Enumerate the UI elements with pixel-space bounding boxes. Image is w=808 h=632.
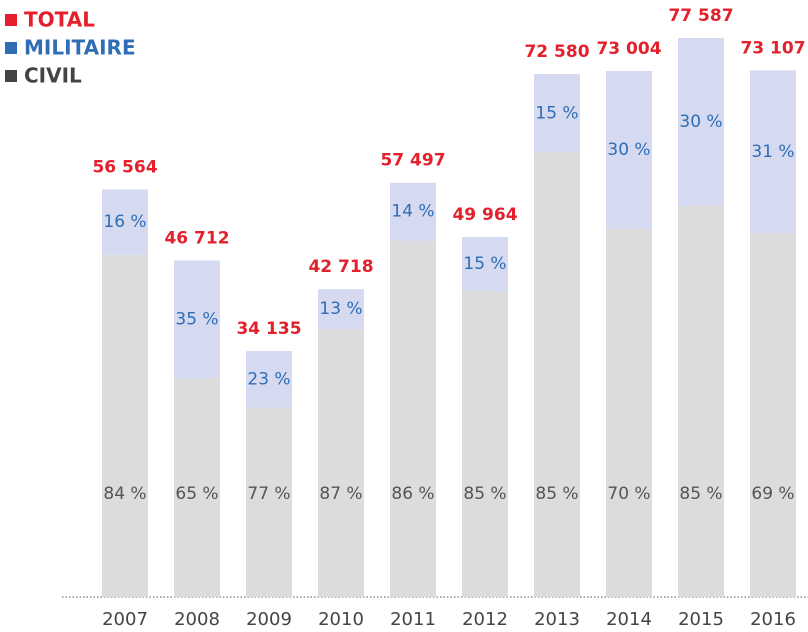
total-label: 42 718 [308,257,373,277]
x-tick-label: 2011 [390,609,436,630]
x-tick-label: 2014 [606,609,652,630]
civil-bar [606,228,652,597]
civil-label: 70 % [607,484,650,504]
civil-bar [174,378,220,597]
military-label: 15 % [535,103,578,123]
civil-bar [534,152,580,597]
civil-label: 85 % [535,484,578,504]
legend-swatch [5,14,17,26]
civil-label: 69 % [751,484,794,504]
civil-bar [246,407,292,597]
legend-swatch [5,42,17,54]
total-label: 73 004 [596,39,661,59]
military-label: 23 % [247,369,290,389]
military-bar [606,71,652,229]
legend-swatch [5,70,17,82]
military-label: 13 % [319,299,362,319]
military-bar [678,38,724,206]
military-bar [534,74,580,153]
military-bar [246,351,292,408]
x-tick-label: 2009 [246,609,292,630]
civil-bar [462,291,508,597]
x-tick-label: 2015 [678,609,724,630]
total-label: 56 564 [92,157,157,177]
x-tick-label: 2013 [534,609,580,630]
military-bar [318,289,364,330]
civil-bar [318,329,364,597]
civil-label: 84 % [103,484,146,504]
total-label: 73 107 [740,38,805,58]
civil-label: 85 % [463,484,506,504]
military-label: 30 % [607,140,650,160]
total-label: 77 587 [668,6,733,26]
total-label: 72 580 [524,42,589,62]
legend-label: MILITAIRE [24,36,136,60]
military-label: 14 % [391,202,434,222]
total-label: 57 497 [380,151,445,171]
x-tick-label: 2012 [462,609,508,630]
military-label: 16 % [103,212,146,232]
total-label: 46 712 [164,228,229,248]
x-tick-label: 2008 [174,609,220,630]
military-bar [174,260,220,379]
military-bar [462,237,508,292]
total-label: 34 135 [236,319,301,339]
total-label: 49 964 [452,205,517,225]
military-bar [750,70,796,234]
civil-bar [390,240,436,597]
military-label: 30 % [679,112,722,132]
legend-label: TOTAL [24,8,95,32]
x-tick-label: 2010 [318,609,364,630]
civil-label: 85 % [679,484,722,504]
civil-label: 87 % [319,484,362,504]
x-tick-label: 2007 [102,609,148,630]
military-label: 31 % [751,142,794,162]
military-label: 15 % [463,254,506,274]
x-tick-label: 2016 [750,609,796,630]
civil-bar [102,254,148,598]
civil-label: 86 % [391,484,434,504]
military-bar [390,182,436,241]
military-label: 35 % [175,309,218,329]
civil-bar [750,233,796,597]
military-bar [102,189,148,255]
civil-label: 65 % [175,484,218,504]
legend-label: CIVIL [24,64,82,88]
civil-label: 77 % [247,484,290,504]
